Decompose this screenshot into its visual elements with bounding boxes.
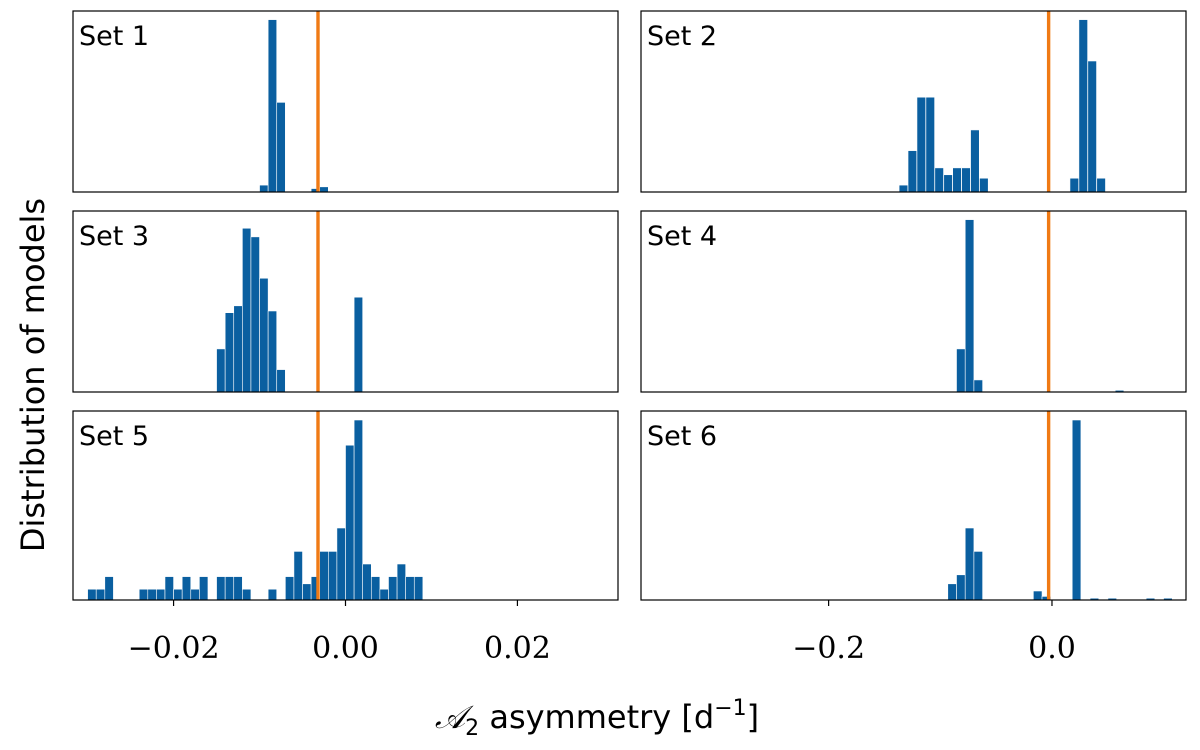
histogram-bar-set-6-2	[964, 527, 975, 601]
histogram-bar-set-5-10	[199, 576, 209, 601]
histogram-bar-set-4-2	[973, 379, 983, 393]
panel-set-6: Set 6	[640, 410, 1187, 606]
histogram-bar-set-2-0	[898, 184, 909, 193]
histogram-bar-set-5-21	[328, 551, 338, 601]
histogram-bar-set-3-0	[216, 348, 226, 393]
histogram-bar-set-2-8	[970, 129, 980, 193]
histogram-bar-set-5-13	[233, 576, 243, 601]
histogram-bar-set-6-0	[947, 583, 957, 601]
histogram-bar-set-5-6	[164, 576, 174, 601]
y-axis-title: Distribution of models	[14, 198, 52, 552]
histogram-bar-set-3-5	[259, 277, 269, 393]
histogram-bar-set-5-3	[138, 588, 149, 601]
histogram-bar-set-5-31	[413, 576, 424, 601]
panel-label-set-1: Set 1	[79, 21, 149, 52]
histogram-bar-set-1-4	[319, 186, 329, 193]
histogram-bar-set-5-16	[285, 576, 295, 601]
x-tick-labels-group: −0.02 0.00 0.02 −0.2 0.0	[128, 631, 1076, 666]
panel-label-set-2: Set 2	[647, 21, 717, 52]
x-tick-label-col0-1: 0.00	[312, 631, 379, 666]
histogram-bar-set-5-14	[242, 588, 252, 601]
histogram-bar-set-2-13	[1096, 177, 1106, 193]
panel-label-set-5: Set 5	[79, 421, 149, 452]
x-axis-title: 𝒜2 asymmetry [d−1]	[435, 696, 759, 741]
histogram-bar-set-1-1	[267, 19, 278, 193]
x-tick-label-col0-0: −0.02	[128, 631, 220, 666]
histogram-bar-set-6-3	[973, 551, 983, 601]
x-axis-title-close: ]	[747, 698, 759, 736]
panel-set-4: Set 4	[640, 210, 1187, 393]
histogram-bar-set-6-4	[1033, 590, 1043, 601]
histogram-bar-set-5-0	[87, 588, 97, 601]
panel-frame-set-6	[640, 410, 1187, 601]
panel-set-3: Set 3	[72, 210, 619, 393]
histogram-bar-set-5-1	[95, 588, 106, 601]
histogram-bar-set-5-20	[319, 551, 329, 601]
panel-frame-set-1	[72, 10, 619, 193]
histogram-bar-set-5-5	[156, 588, 166, 601]
histogram-bar-set-5-30	[405, 576, 415, 601]
histogram-bar-set-5-28	[388, 576, 398, 601]
panel-set-1: Set 1	[72, 10, 619, 193]
x-axis-title-text: asymmetry [d	[479, 698, 714, 736]
histogram-bar-set-2-2	[916, 96, 926, 193]
panels-group: Set 1 Set 2 Set 3 Set 4 Set 5 Set 6	[72, 10, 1187, 606]
x-tick-label-col1-0: −0.2	[792, 631, 865, 666]
panel-set-5: Set 5	[72, 410, 619, 606]
histogram-bar-set-5-12	[224, 576, 235, 601]
histogram-bar-set-2-9	[979, 177, 989, 193]
histogram-bar-set-5-9	[190, 588, 200, 601]
histogram-bar-set-2-11	[1078, 19, 1088, 193]
histogram-bar-set-6-6	[1071, 419, 1082, 601]
histogram-bar-set-4-1	[964, 219, 975, 393]
histogram-bar-set-5-24	[353, 419, 364, 601]
histogram-bar-set-5-18	[302, 583, 312, 601]
x-tick-label-col1-1: 0.0	[1028, 631, 1076, 666]
histogram-bar-set-2-6	[952, 167, 962, 193]
x-axis-title-subscript: 2	[465, 716, 479, 741]
histogram-bar-set-3-3	[242, 227, 252, 393]
histogram-bar-set-1-0	[259, 184, 269, 193]
histogram-bar-set-5-22	[336, 527, 346, 601]
histogram-bar-set-5-8	[181, 576, 192, 601]
histogram-bar-set-2-4	[934, 167, 944, 193]
panel-label-set-6: Set 6	[647, 421, 717, 452]
histogram-bar-set-2-10	[1069, 177, 1079, 193]
histogram-bar-set-5-15	[267, 588, 278, 601]
histogram-bar-set-3-6	[267, 310, 278, 393]
histogram-bar-set-3-7	[276, 369, 286, 393]
panel-frame-set-3	[72, 210, 619, 393]
histogram-bar-set-2-12	[1087, 60, 1097, 193]
x-axis-title-superscript: −1	[714, 696, 746, 721]
histogram-bar-set-5-25	[362, 563, 372, 601]
histogram-bar-set-5-4	[147, 588, 157, 601]
panel-label-set-3: Set 3	[79, 221, 149, 252]
histogram-bar-set-2-7	[961, 167, 971, 193]
histogram-bar-set-2-5	[943, 174, 953, 193]
histogram-bar-set-3-1	[224, 312, 235, 393]
panel-frame-set-2	[640, 10, 1187, 193]
histogram-bar-set-5-11	[216, 576, 226, 601]
histogram-bar-set-5-26	[370, 576, 381, 601]
histogram-bar-set-2-1	[907, 150, 918, 193]
panel-set-2: Set 2	[640, 10, 1187, 193]
histogram-bar-set-5-27	[379, 588, 389, 601]
histogram-bar-set-5-17	[293, 551, 303, 601]
histogram-bar-set-3-2	[233, 305, 243, 393]
histogram-bar-set-5-2	[104, 576, 114, 601]
histogram-bar-set-3-4	[250, 236, 260, 393]
histogram-bar-set-5-7	[173, 588, 183, 601]
histogram-bar-set-2-3	[925, 96, 935, 193]
panel-label-set-4: Set 4	[647, 221, 717, 252]
panel-frame-set-4	[640, 210, 1187, 393]
histogram-bar-set-1-2	[276, 102, 286, 193]
histogram-bar-set-5-23	[345, 444, 355, 601]
histogram-bar-set-5-29	[396, 563, 406, 601]
histogram-bar-set-6-1	[956, 574, 966, 601]
histogram-bar-set-3-8	[353, 296, 364, 393]
x-tick-label-col0-2: 0.02	[484, 631, 551, 666]
histogram-bar-set-4-0	[956, 348, 966, 393]
